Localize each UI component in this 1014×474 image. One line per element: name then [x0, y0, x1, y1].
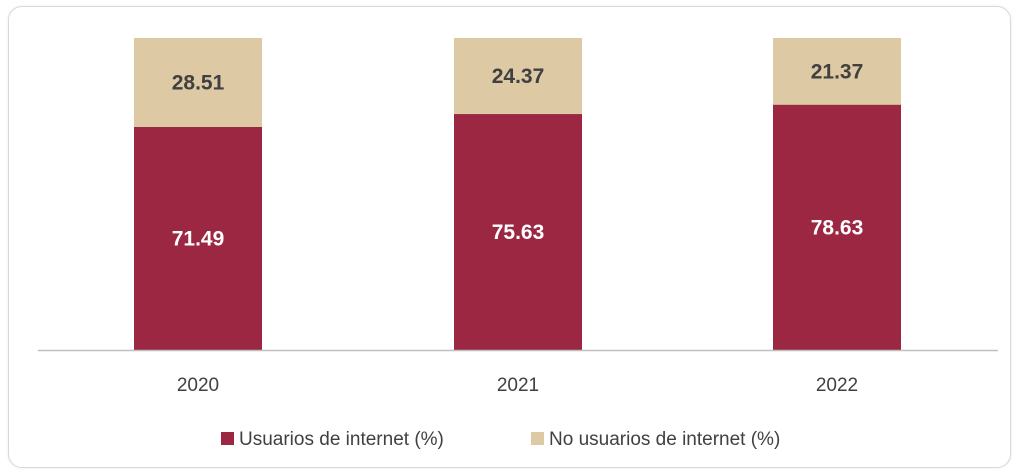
legend-label-1: No usuarios de internet (%) [549, 429, 780, 450]
data-label-2022-series-0: 78.63 [811, 216, 864, 239]
legend-swatch-1 [531, 432, 544, 445]
x-tick-label-2021: 2021 [497, 375, 539, 396]
data-label-2021-series-1: 24.37 [492, 65, 545, 88]
legend-swatch-0 [221, 432, 234, 445]
legend-label-0: Usuarios de internet (%) [239, 429, 444, 450]
data-label-2021-series-0: 75.63 [492, 221, 545, 244]
data-label-2022-series-1: 21.37 [811, 60, 864, 83]
bar-2022-series-0 [773, 104, 901, 350]
data-label-2020-series-1: 28.51 [172, 71, 225, 94]
legend-item-0: Usuarios de internet (%) [221, 429, 444, 450]
bar-2020-series-0 [134, 126, 262, 350]
x-tick-label-2022: 2022 [816, 375, 858, 396]
bar-2021-series-1 [454, 38, 582, 115]
bar-2021-series-0 [454, 114, 582, 351]
legend: Usuarios de internet (%) No usuarios de i… [221, 429, 780, 450]
bars-layer [134, 38, 901, 351]
bar-2022-series-1 [773, 38, 901, 105]
bar-2020-series-1 [134, 38, 262, 127]
value-labels-layer: 71.49 28.51 75.63 24.37 78.63 21.37 [172, 60, 864, 250]
x-tick-labels: 2020 2021 2022 [177, 375, 858, 396]
legend-item-1: No usuarios de internet (%) [531, 429, 780, 450]
x-tick-label-2020: 2020 [177, 375, 219, 396]
data-label-2020-series-0: 71.49 [172, 227, 225, 250]
